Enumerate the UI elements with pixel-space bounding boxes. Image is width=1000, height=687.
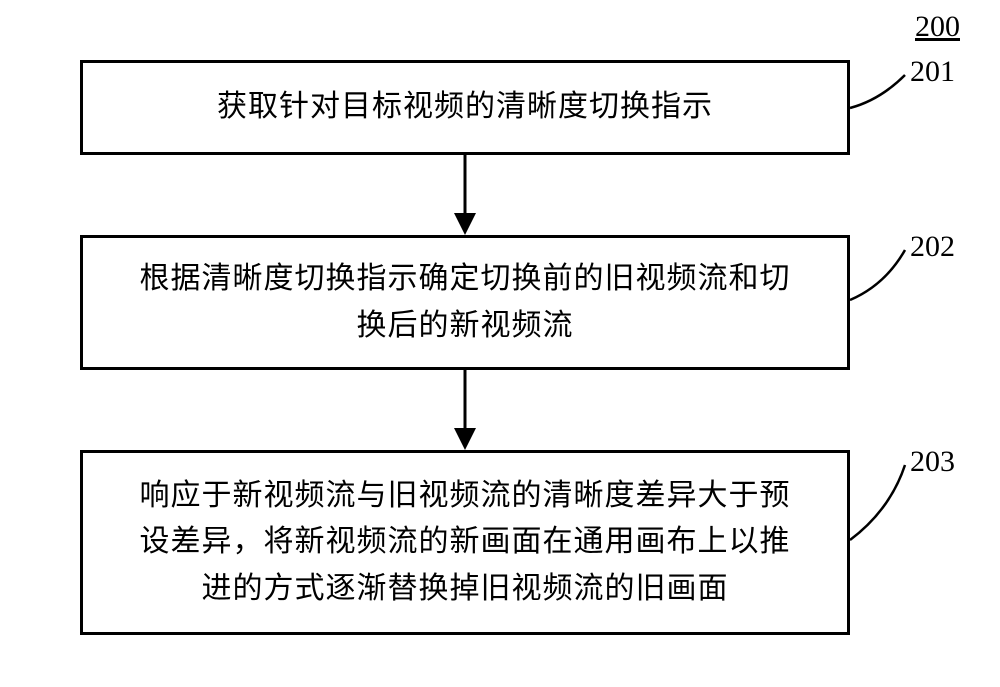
- step-label-201: 201: [910, 55, 955, 89]
- step-text-202: 根据清晰度切换指示确定切换前的旧视频流和切 换后的新视频流: [122, 256, 809, 349]
- arrow-2-3-head: [454, 428, 476, 450]
- step-label-203: 203: [910, 445, 955, 479]
- arrow-1-2-head: [454, 213, 476, 235]
- step-box-202: 根据清晰度切换指示确定切换前的旧视频流和切 换后的新视频流: [80, 235, 850, 370]
- step-box-203: 响应于新视频流与旧视频流的清晰度差异大于预 设差异，将新视频流的新画面在通用画布…: [80, 450, 850, 635]
- step-label-202: 202: [910, 230, 955, 264]
- figure-id-label: 200: [915, 10, 960, 44]
- flowchart-canvas: 200 获取针对目标视频的清晰度切换指示 201 根据清晰度切换指示确定切换前的…: [0, 0, 1000, 687]
- arrow-1-2-line: [464, 155, 467, 215]
- step-text-203: 响应于新视频流与旧视频流的清晰度差异大于预 设差异，将新视频流的新画面在通用画布…: [122, 473, 809, 613]
- step-text-201: 获取针对目标视频的清晰度切换指示: [199, 84, 731, 131]
- step-box-201: 获取针对目标视频的清晰度切换指示: [80, 60, 850, 155]
- arrow-2-3-line: [464, 370, 467, 430]
